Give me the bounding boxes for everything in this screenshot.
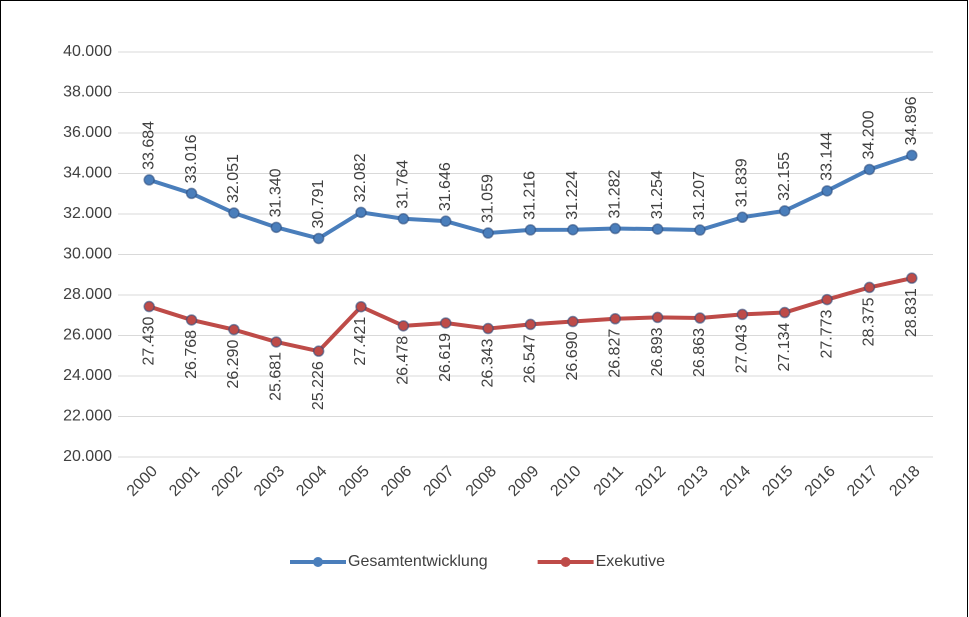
data-label: 26.863 <box>691 328 708 377</box>
marker <box>185 314 198 326</box>
marker <box>270 336 283 348</box>
marker <box>228 323 240 336</box>
marker <box>524 318 537 331</box>
data-label: 31.282 <box>606 170 623 219</box>
data-label: 34.896 <box>903 96 920 145</box>
marker <box>736 211 749 224</box>
data-label: 26.343 <box>479 338 496 387</box>
data-label: 26.768 <box>183 330 200 379</box>
marker <box>355 300 367 313</box>
marker <box>397 320 410 332</box>
data-label: 31.839 <box>734 158 751 207</box>
data-label: 32.051 <box>225 154 242 203</box>
marker <box>778 205 791 217</box>
data-label: 26.547 <box>522 334 539 383</box>
y-tick-label: 36.000 <box>63 124 112 141</box>
data-label: 28.831 <box>903 288 920 337</box>
data-label: 31.764 <box>395 160 412 209</box>
marker <box>651 223 664 235</box>
data-label: 27.773 <box>818 309 835 358</box>
marker <box>694 312 706 324</box>
data-label: 26.690 <box>564 331 581 380</box>
legend-marker <box>313 557 323 567</box>
marker <box>270 221 283 234</box>
marker <box>609 222 621 235</box>
marker <box>440 317 452 329</box>
marker <box>778 306 791 319</box>
y-tick-label: 34.000 <box>63 165 112 182</box>
marker <box>143 300 155 313</box>
marker <box>567 315 579 328</box>
y-tick-label: 38.000 <box>63 84 112 101</box>
data-label: 32.082 <box>352 153 369 202</box>
y-tick-label: 40.000 <box>63 43 112 60</box>
data-label: 32.155 <box>776 152 793 201</box>
marker <box>143 174 155 186</box>
marker <box>863 281 876 294</box>
data-label: 31.340 <box>268 168 285 217</box>
marker <box>397 213 410 225</box>
data-label: 33.016 <box>183 134 200 183</box>
data-label: 31.207 <box>691 171 708 220</box>
marker <box>482 322 494 335</box>
marker <box>609 313 621 325</box>
marker <box>821 185 833 197</box>
data-label: 31.254 <box>649 170 666 219</box>
marker <box>694 224 706 236</box>
y-tick-label: 24.000 <box>63 367 112 384</box>
data-label: 28.375 <box>861 297 878 346</box>
y-tick-label: 30.000 <box>63 246 112 263</box>
data-label: 27.421 <box>352 317 369 366</box>
marker <box>524 224 537 236</box>
marker <box>355 206 367 219</box>
data-label: 33.684 <box>140 121 157 170</box>
marker <box>736 308 749 321</box>
data-label: 26.827 <box>606 329 623 378</box>
data-label: 31.216 <box>522 171 539 220</box>
data-label: 30.791 <box>310 179 327 228</box>
marker <box>440 215 452 227</box>
marker <box>482 227 494 239</box>
marker <box>567 223 579 236</box>
data-label: 26.290 <box>225 340 242 389</box>
data-label: 26.619 <box>437 333 454 382</box>
marker <box>185 187 198 200</box>
data-label: 27.134 <box>776 322 793 371</box>
data-label: 25.681 <box>268 352 285 401</box>
legend-label: Exekutive <box>596 553 665 570</box>
y-tick-label: 22.000 <box>63 408 112 425</box>
data-label: 26.478 <box>395 336 412 385</box>
marker <box>228 207 240 219</box>
marker <box>651 311 664 324</box>
y-tick-label: 26.000 <box>63 327 112 344</box>
data-label: 27.043 <box>734 324 751 373</box>
marker <box>863 163 876 176</box>
data-label: 27.430 <box>140 316 157 365</box>
legend-label: Gesamtentwicklung <box>348 553 488 570</box>
marker <box>906 149 918 162</box>
data-label: 34.200 <box>861 110 878 159</box>
marker <box>312 345 325 357</box>
y-tick-label: 28.000 <box>63 286 112 303</box>
data-label: 25.226 <box>310 361 327 410</box>
y-tick-label: 20.000 <box>63 448 112 465</box>
y-tick-label: 32.000 <box>63 205 112 222</box>
data-label: 31.059 <box>479 174 496 223</box>
marker <box>821 293 833 306</box>
marker <box>312 232 325 245</box>
data-label: 31.224 <box>564 171 581 220</box>
data-label: 33.144 <box>818 132 835 181</box>
data-label: 31.646 <box>437 162 454 211</box>
marker <box>906 272 918 284</box>
data-label: 26.893 <box>649 327 666 376</box>
legend-marker <box>560 557 571 567</box>
